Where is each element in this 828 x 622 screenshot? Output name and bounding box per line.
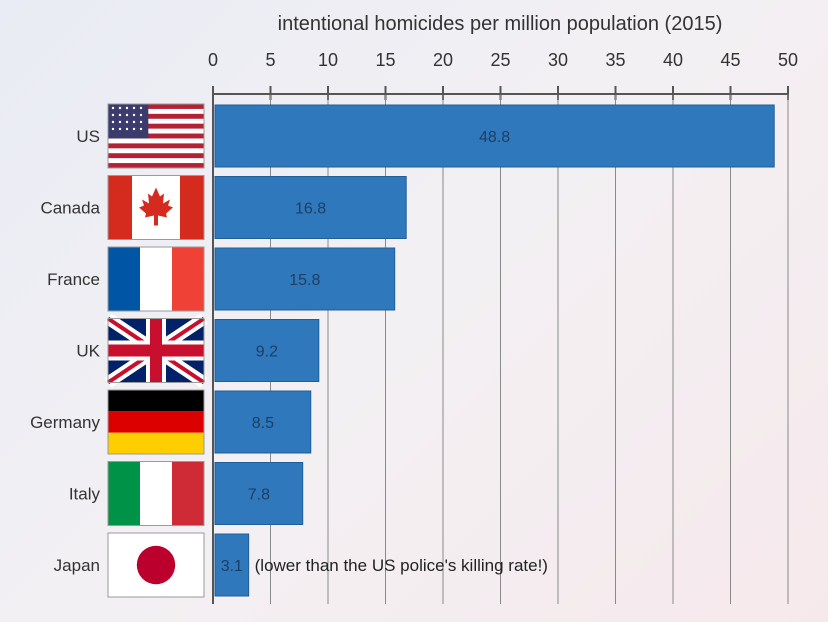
bar-value-label: 48.8 xyxy=(479,129,510,146)
x-tick-label: 25 xyxy=(490,50,510,70)
bar xyxy=(214,319,320,382)
category-label: US xyxy=(76,127,100,146)
bar-value-label: 3.1 xyxy=(221,558,243,575)
category-label: UK xyxy=(76,342,100,361)
x-tick-label: 15 xyxy=(375,50,395,70)
x-tick-label: 20 xyxy=(433,50,453,70)
category-label: France xyxy=(47,270,100,289)
bar xyxy=(214,462,304,525)
italy-flag-icon xyxy=(107,461,205,526)
category-row: Italy 7.8 xyxy=(69,461,304,526)
category-label: Germany xyxy=(30,413,100,432)
x-axis-ticks: 0 5 10 15 20 25 30 35 40 45 50 xyxy=(208,50,798,100)
bar xyxy=(214,390,312,454)
axis-title: intentional homicides per million popula… xyxy=(278,13,723,35)
category-row: UK 9.2 xyxy=(76,313,320,388)
canada-flag-icon xyxy=(107,175,205,240)
category-row: France 15.8 xyxy=(47,246,396,312)
category-row: US 48.8 xyxy=(76,103,775,169)
x-tick-label: 35 xyxy=(605,50,625,70)
bar xyxy=(214,247,396,311)
category-label: Canada xyxy=(40,199,100,218)
x-tick-label: 45 xyxy=(720,50,740,70)
x-tick-label: 30 xyxy=(548,50,568,70)
x-tick-label: 5 xyxy=(265,50,275,70)
bar xyxy=(214,533,250,597)
bar-value-label: 15.8 xyxy=(289,272,320,289)
category-label: Italy xyxy=(69,485,101,504)
us-flag-icon xyxy=(107,103,205,169)
uk-flag-icon xyxy=(104,313,208,388)
bar-value-label: 7.8 xyxy=(248,487,270,504)
france-flag-icon xyxy=(107,246,205,312)
bar xyxy=(214,104,775,168)
category-row: Germany 8.5 xyxy=(30,389,312,455)
japan-flag-icon xyxy=(107,532,205,598)
category-row: Canada 16.8 xyxy=(40,175,407,240)
annotation-text: (lower than the US police's killing rate… xyxy=(255,556,548,575)
bar-value-label: 8.5 xyxy=(252,415,274,432)
bar-rows: US 48.8 Canada 16.8 France 15.8 UK 9.2 Germany 8.… xyxy=(30,103,775,598)
x-tick-label: 40 xyxy=(663,50,683,70)
germany-flag-icon xyxy=(107,389,205,455)
x-tick-label: 0 xyxy=(208,50,218,70)
category-row: Japan 3.1 xyxy=(54,532,250,598)
bar-value-label: 16.8 xyxy=(295,201,326,218)
bar-value-label: 9.2 xyxy=(256,344,278,361)
bar xyxy=(214,176,407,239)
x-tick-label: 10 xyxy=(318,50,338,70)
x-tick-label: 50 xyxy=(778,50,798,70)
gridlines xyxy=(270,94,789,604)
category-label: Japan xyxy=(54,556,100,575)
